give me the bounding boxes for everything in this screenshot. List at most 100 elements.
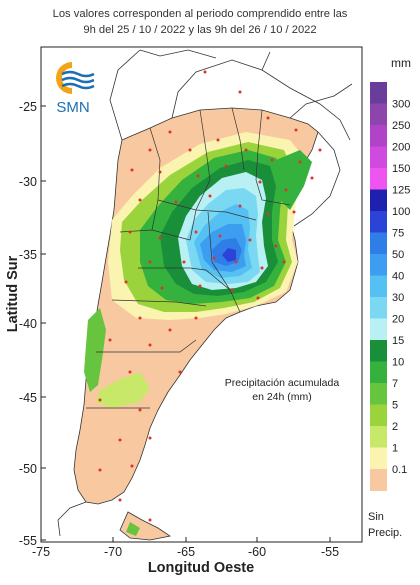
legend-label: 30 [392, 292, 404, 304]
station-dot [158, 236, 162, 240]
station-dot [266, 212, 270, 216]
station-dot [128, 370, 132, 374]
station-dot [168, 328, 172, 332]
station-dot [230, 288, 234, 292]
legend-label: 5 [392, 400, 398, 412]
legend-label: 7 [392, 378, 398, 390]
station-dot [234, 260, 238, 264]
logo-wave-icon [61, 70, 95, 78]
station-dot [292, 210, 296, 214]
station-dot [138, 408, 142, 412]
y-tick-label: -40 [19, 317, 37, 331]
station-dot [160, 286, 164, 290]
y-tick-label: -30 [19, 175, 37, 189]
station-dot [118, 438, 122, 442]
x-tick-label: -65 [177, 545, 195, 559]
legend-label: 200 [392, 142, 410, 154]
station-dot [203, 70, 207, 74]
station-dot [198, 284, 202, 288]
y-tick-label: -50 [19, 462, 37, 476]
legend-label: 15 [392, 335, 404, 347]
precip-area-west-green [84, 308, 106, 392]
legend-label: 50 [392, 249, 404, 261]
station-dot [130, 168, 134, 172]
legend-swatch [370, 447, 387, 470]
station-dot [128, 230, 132, 234]
legend-swatch [370, 232, 387, 255]
logo-text: SMN [56, 99, 89, 116]
station-dot [148, 260, 152, 264]
station-dot [138, 316, 142, 320]
legend-swatch [370, 340, 387, 362]
station-dot [148, 436, 152, 440]
legend-swatch [370, 189, 387, 212]
station-dot [238, 204, 242, 208]
y-tick-label: -25 [19, 100, 37, 114]
station-dots [98, 70, 322, 522]
legend-label: 250 [392, 120, 410, 132]
annotation-line-2: en 24h (mm) [252, 391, 312, 403]
station-dot [212, 256, 216, 260]
legend-swatch [370, 318, 387, 341]
legend-no-precip-line-1: Sin [368, 511, 384, 523]
y-tick-label: -45 [19, 391, 37, 405]
legend-unit: mm [391, 56, 411, 70]
station-dot [174, 200, 178, 204]
x-tick-label: -75 [32, 545, 50, 559]
legend-label: 2 [392, 421, 398, 433]
legend-swatch [370, 254, 387, 276]
station-dot [310, 176, 314, 180]
precip-area-west-lightgreen [96, 372, 150, 408]
station-dot [118, 498, 122, 502]
legend-label: 20 [392, 314, 404, 326]
header-line-2: 9h del 25 / 10 / 2022 y las 9h del 26 / … [83, 24, 317, 36]
legend-label: 40 [392, 271, 404, 283]
smn-logo: SMN [56, 62, 95, 116]
x-tick-label: -55 [321, 545, 339, 559]
station-dot [258, 180, 262, 184]
legend-swatch [370, 103, 387, 126]
station-dot [208, 194, 212, 198]
station-dot [238, 90, 242, 94]
legend-swatch [370, 275, 387, 298]
logo-sun-icon [56, 62, 72, 94]
y-tick-label: -35 [19, 248, 37, 262]
legend-swatch [370, 469, 387, 491]
station-dot [248, 238, 252, 242]
y-axis-label: Latitud Sur [5, 255, 21, 332]
header-line-1: Los valores corresponden al periodo comp… [52, 8, 348, 20]
precip-area-northeast-green [276, 150, 312, 210]
annotation-line-1: Precipitación acumulada [225, 377, 340, 389]
station-dot [194, 316, 198, 320]
logo-wave-3-icon [61, 82, 95, 90]
station-dot [224, 164, 228, 168]
station-dot [294, 128, 298, 132]
legend-swatch [370, 211, 387, 233]
station-dot [194, 230, 198, 234]
x-axis-label: Longitud Oeste [148, 560, 254, 576]
station-dot [168, 130, 172, 134]
station-dot [270, 158, 274, 162]
station-dot [138, 198, 142, 202]
x-tick-label: -70 [104, 545, 122, 559]
station-dot [260, 266, 264, 270]
legend-label: 100 [392, 206, 410, 218]
station-dot [130, 464, 134, 468]
x-axis-ticks: -75 -70 -65 -60 -55 [32, 537, 339, 559]
station-dot [218, 234, 222, 238]
station-dot [282, 260, 286, 264]
station-dot [318, 148, 322, 152]
station-dot [298, 160, 302, 164]
y-axis-ticks: -25 -30 -35 -40 -45 -50 -55 [19, 100, 46, 548]
station-dot [124, 280, 128, 284]
station-dot [108, 338, 112, 342]
legend-swatch [370, 426, 387, 448]
legend-swatch [370, 383, 387, 405]
station-dot [148, 518, 152, 522]
legend-swatch [370, 404, 387, 427]
station-dot [188, 148, 192, 152]
legend-swatch [370, 297, 387, 319]
legend-label: 10 [392, 357, 404, 369]
